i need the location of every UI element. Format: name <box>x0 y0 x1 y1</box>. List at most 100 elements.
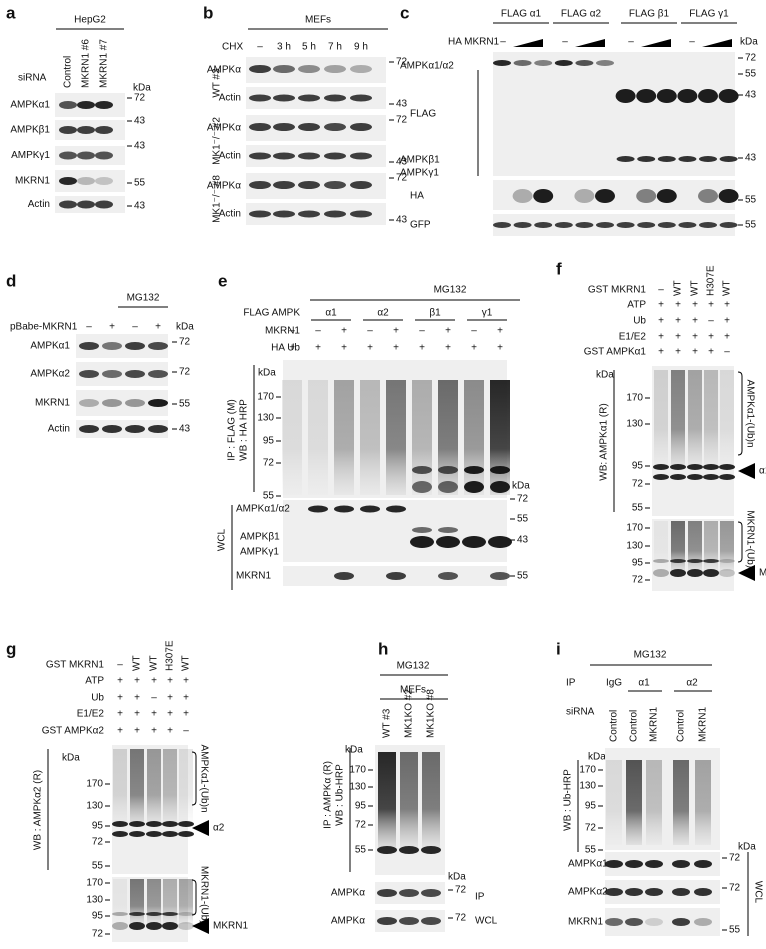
label: – <box>471 326 477 337</box>
label: WT <box>673 280 684 296</box>
smear <box>334 380 354 495</box>
marker: 72 <box>396 115 408 126</box>
label: MEFs <box>305 15 331 26</box>
smear <box>179 749 193 826</box>
marker: 72 <box>179 337 191 348</box>
band <box>718 89 739 103</box>
band <box>125 399 145 407</box>
band <box>719 474 735 480</box>
label: WCL <box>475 916 498 927</box>
label: IP <box>475 892 485 903</box>
band <box>574 189 595 203</box>
band <box>694 888 712 896</box>
label: – <box>86 322 92 333</box>
label: + <box>692 316 698 327</box>
band <box>637 156 656 162</box>
band <box>112 831 128 837</box>
band <box>324 181 346 189</box>
label: + <box>658 347 664 358</box>
band <box>102 370 122 378</box>
band <box>249 210 271 218</box>
ramp <box>575 39 605 47</box>
marker: 72 <box>455 913 467 924</box>
band <box>672 918 690 926</box>
band <box>79 370 99 378</box>
label: Ub <box>633 316 646 327</box>
band <box>350 123 372 131</box>
band <box>687 559 703 563</box>
label: WB : HA HRP <box>239 399 250 461</box>
band <box>273 152 295 160</box>
label: GST MKRN1 <box>588 285 647 296</box>
marker: 130 <box>86 801 103 812</box>
label: + <box>183 676 189 687</box>
marker: 55 <box>745 195 757 206</box>
smear <box>386 380 406 495</box>
band <box>657 222 676 228</box>
band <box>687 474 703 480</box>
label: IP : AMPKα (R) <box>323 761 334 829</box>
band <box>534 222 553 228</box>
label: ATP <box>627 300 646 311</box>
band <box>636 89 657 103</box>
label: + <box>117 709 123 720</box>
band <box>678 222 697 228</box>
band <box>324 94 346 102</box>
label: AMPKα <box>331 888 365 899</box>
label: kDa <box>345 745 363 756</box>
band <box>59 151 77 160</box>
label: MKRN1 <box>213 921 248 932</box>
band <box>334 572 354 580</box>
band <box>399 889 419 897</box>
label: GFP <box>410 220 431 231</box>
label: siRNA <box>566 707 595 718</box>
band <box>656 89 677 103</box>
marker: 55 <box>745 220 757 231</box>
band <box>386 505 406 513</box>
band <box>670 474 686 480</box>
label: WCL <box>217 528 228 551</box>
band <box>575 60 594 66</box>
label: + <box>445 343 451 354</box>
band <box>125 370 145 378</box>
marker: 72 <box>396 173 408 184</box>
band <box>178 821 194 827</box>
marker: 72 <box>134 93 146 104</box>
band <box>148 342 168 350</box>
label: α1 <box>325 308 337 319</box>
smear <box>438 380 458 495</box>
band <box>77 151 95 160</box>
label: Control <box>629 710 640 742</box>
label: – <box>257 42 263 53</box>
band <box>350 65 372 73</box>
label: + <box>708 300 714 311</box>
band <box>77 177 95 185</box>
marker: 130 <box>349 782 366 793</box>
smear <box>673 760 689 845</box>
marker: 72 <box>729 853 741 864</box>
smear <box>654 370 668 469</box>
panel-label: c <box>400 3 409 22</box>
smear <box>606 760 622 845</box>
band <box>653 474 669 480</box>
label: – <box>315 326 321 337</box>
band <box>464 481 484 493</box>
band <box>595 189 615 203</box>
label: + <box>658 316 664 327</box>
label: MKRN1 <box>698 707 709 742</box>
band <box>59 101 77 109</box>
band <box>350 94 372 102</box>
marker: 95 <box>585 801 597 812</box>
band <box>596 60 614 66</box>
marker: 43 <box>134 201 146 212</box>
band <box>77 126 95 134</box>
label: + <box>134 726 140 737</box>
smear <box>422 752 440 847</box>
band <box>625 860 643 868</box>
marker: 95 <box>92 821 104 832</box>
band <box>178 922 194 930</box>
label: – <box>500 37 506 48</box>
marker: 72 <box>179 367 191 378</box>
label: + <box>708 347 714 358</box>
marker: 55 <box>263 491 275 502</box>
